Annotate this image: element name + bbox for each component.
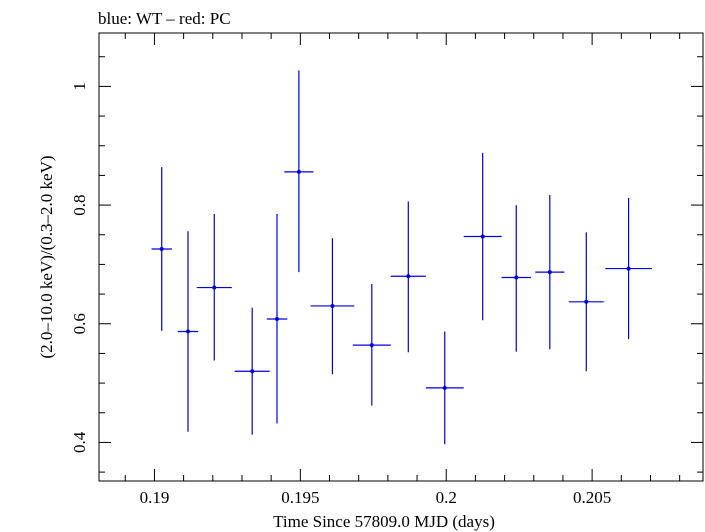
- data-point: [605, 197, 652, 340]
- x-tick-label: 0.205: [573, 488, 611, 507]
- y-tick-label: 0.4: [70, 431, 89, 453]
- chart-title: blue: WT – red: PC: [98, 9, 231, 28]
- data-point: [425, 331, 464, 445]
- y-tick-label: 0.6: [70, 313, 89, 334]
- data-marker: [480, 234, 485, 239]
- data-marker: [274, 317, 279, 322]
- data-marker: [584, 299, 589, 304]
- data-point: [266, 213, 288, 424]
- data-marker: [212, 285, 217, 290]
- data-marker: [514, 275, 519, 280]
- x-axis: 0.19 0.195 0.2 0.205: [124, 33, 681, 507]
- data-point: [151, 167, 172, 331]
- y-axis-label: (2.0–10.0 keV)/(0.3–2.0 keV): [37, 155, 56, 358]
- data-marker: [406, 274, 411, 279]
- data-marker: [442, 385, 447, 390]
- data-marker: [159, 246, 164, 251]
- data-point: [568, 232, 604, 372]
- data-marker: [250, 369, 255, 374]
- data-marker: [547, 270, 552, 275]
- data-point: [196, 213, 232, 361]
- x-axis-label: Time Since 57809.0 MJD (days): [273, 512, 495, 531]
- data-marker: [626, 266, 631, 271]
- y-tick-label: 1: [70, 82, 89, 91]
- x-tick-label: 0.195: [281, 488, 319, 507]
- plot-frame: [98, 32, 704, 482]
- x-tick-label: 0.2: [436, 488, 457, 507]
- data-marker: [185, 329, 190, 334]
- data-marker: [296, 169, 301, 174]
- data-point: [390, 201, 426, 353]
- y-tick-label: 0.8: [70, 194, 89, 215]
- y-axis: 0.4 0.6 0.8 1: [70, 56, 703, 473]
- data-point: [352, 283, 391, 406]
- data-series: [151, 70, 652, 445]
- data-point: [535, 194, 565, 350]
- data-point: [501, 205, 531, 352]
- data-marker: [330, 303, 335, 308]
- data-point: [234, 307, 270, 435]
- data-point: [284, 70, 314, 273]
- data-marker: [369, 343, 374, 348]
- x-tick-label: 0.19: [140, 488, 170, 507]
- data-point: [310, 238, 355, 375]
- data-point: [177, 231, 199, 432]
- data-point: [463, 152, 502, 321]
